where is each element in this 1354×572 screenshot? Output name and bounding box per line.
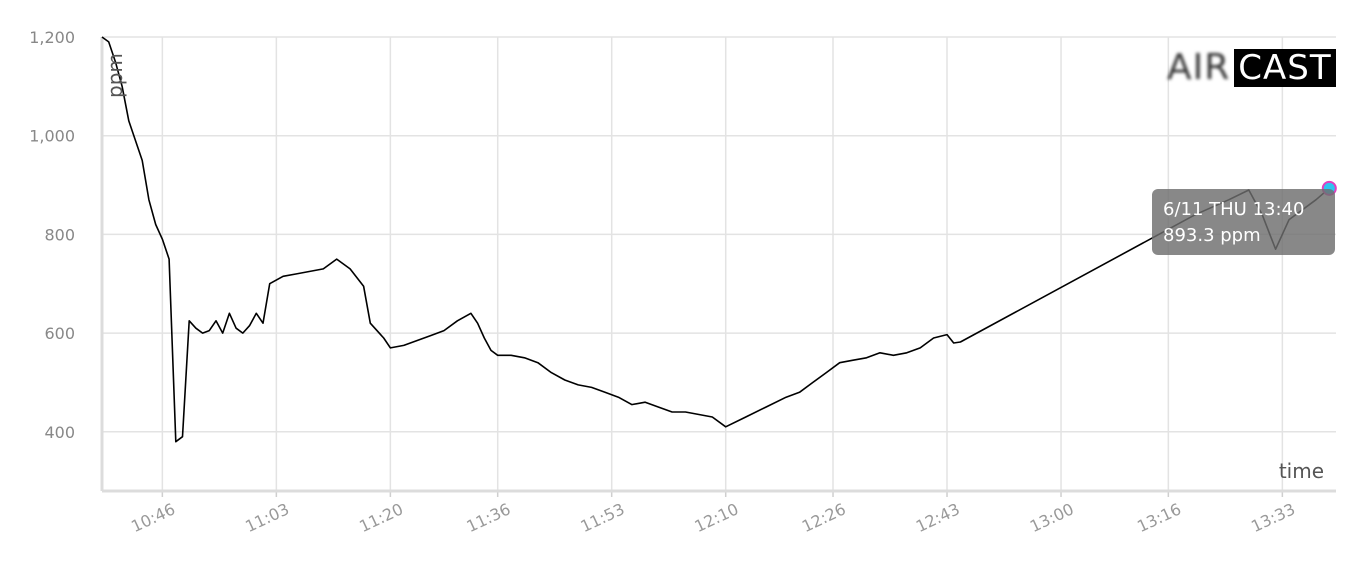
y-tick-label: 1,200: [29, 28, 75, 47]
x-tick-label: 10:46: [128, 499, 178, 536]
tooltip-timestamp: 6/11 THU 13:40: [1163, 199, 1305, 220]
x-tick-label: 12:26: [799, 499, 849, 536]
y-tick-labels: 400 600 800 1,000 1,200: [29, 28, 75, 442]
y-tick-label: 400: [44, 423, 75, 442]
x-tick-label: 13:16: [1134, 499, 1184, 536]
x-tick-label: 11:03: [242, 499, 292, 536]
x-tick-label: 13:33: [1248, 499, 1298, 536]
aircast-logo: AIR CAST: [1167, 48, 1336, 88]
x-tick-label: 12:43: [913, 499, 963, 536]
tooltip-value: 893.3 ppm: [1163, 225, 1261, 246]
series-line: [101, 36, 1330, 443]
x-tick-label: 11:20: [356, 499, 406, 536]
x-tick-label: 11:53: [578, 499, 628, 536]
y-tick-label: 600: [44, 324, 75, 343]
y-axis-label: ppm: [103, 53, 127, 98]
y-tick-label: 800: [44, 225, 75, 244]
y-tick-label: 1,000: [29, 127, 75, 146]
x-tick-label: 13:00: [1027, 499, 1077, 536]
x-tick-label: 12:10: [692, 499, 742, 536]
axes: [100, 37, 1336, 493]
x-axis-label: time: [1279, 459, 1324, 483]
grid-lines: [102, 36, 1336, 497]
series-layer: [101, 36, 1337, 443]
data-tooltip: 6/11 THU 13:40 893.3 ppm: [1152, 189, 1335, 255]
logo-air-text: AIR: [1167, 47, 1231, 88]
x-tick-labels: 10:46 11:03 11:20 11:36 11:53 12:10 12:26 12:43…: [128, 499, 1298, 536]
logo-cast-text: CAST: [1234, 49, 1336, 87]
x-tick-label: 11:36: [464, 499, 514, 536]
